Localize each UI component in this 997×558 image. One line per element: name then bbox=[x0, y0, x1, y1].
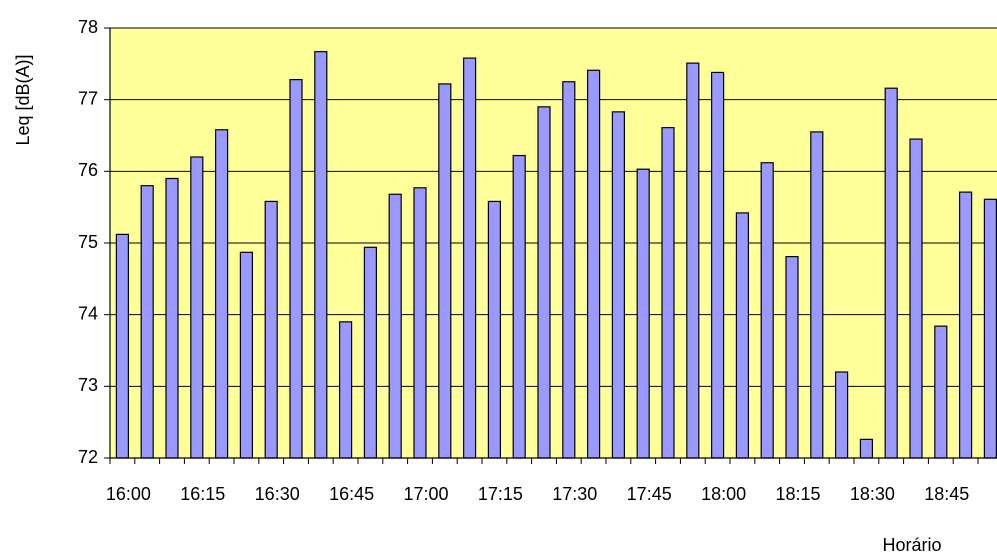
y-tick-label: 74 bbox=[78, 303, 98, 323]
bar bbox=[586, 69, 601, 459]
x-tick-label: 17:30 bbox=[552, 484, 597, 504]
bar bbox=[463, 57, 477, 459]
bar bbox=[934, 325, 948, 459]
bar bbox=[165, 177, 179, 459]
bar bbox=[859, 438, 874, 459]
bar bbox=[983, 198, 997, 459]
bar bbox=[314, 51, 328, 459]
x-tick-label: 18:00 bbox=[701, 484, 746, 504]
bar bbox=[190, 156, 204, 459]
bar bbox=[388, 193, 402, 459]
x-tick-label: 16:15 bbox=[180, 484, 225, 504]
y-tick-label: 72 bbox=[78, 447, 98, 467]
bar bbox=[760, 162, 774, 459]
x-tick-label: 16:45 bbox=[329, 484, 374, 504]
bar bbox=[909, 138, 923, 459]
x-tick-label: 18:15 bbox=[775, 484, 820, 504]
bar bbox=[661, 127, 675, 459]
bar bbox=[884, 87, 898, 459]
x-tick-label: 18:45 bbox=[924, 484, 969, 504]
x-tick-label: 16:00 bbox=[106, 484, 151, 504]
bar bbox=[140, 185, 154, 459]
bar bbox=[115, 233, 130, 459]
x-axis-label: Horário bbox=[882, 535, 941, 555]
x-tick-label: 17:45 bbox=[627, 484, 672, 504]
bar bbox=[834, 371, 849, 459]
bar bbox=[239, 251, 253, 459]
bar bbox=[710, 71, 725, 459]
bar bbox=[735, 212, 750, 459]
x-tick-label: 17:15 bbox=[478, 484, 523, 504]
x-tick-label: 18:30 bbox=[850, 484, 895, 504]
bar bbox=[339, 321, 353, 459]
y-tick-label: 78 bbox=[78, 17, 98, 37]
x-tick-label: 17:00 bbox=[403, 484, 448, 504]
bar bbox=[958, 191, 973, 459]
bar bbox=[562, 81, 576, 459]
y-axis-label: Leq [dB(A)] bbox=[13, 54, 33, 145]
bar bbox=[810, 131, 824, 459]
x-tick-label: 16:30 bbox=[255, 484, 300, 504]
bar bbox=[215, 129, 229, 459]
bar bbox=[686, 62, 700, 459]
bar bbox=[413, 187, 427, 459]
bar bbox=[537, 106, 551, 459]
y-tick-label: 76 bbox=[78, 160, 98, 180]
bar bbox=[363, 246, 377, 459]
bar bbox=[438, 83, 452, 459]
bar bbox=[512, 154, 526, 459]
bar bbox=[636, 168, 650, 459]
y-tick-label: 77 bbox=[78, 88, 98, 108]
y-tick-label: 75 bbox=[78, 232, 98, 252]
y-tick-label: 73 bbox=[78, 375, 98, 395]
bar bbox=[487, 200, 501, 459]
bar bbox=[264, 200, 278, 459]
bar bbox=[289, 78, 303, 459]
bar bbox=[785, 256, 799, 459]
bar bbox=[611, 111, 626, 459]
